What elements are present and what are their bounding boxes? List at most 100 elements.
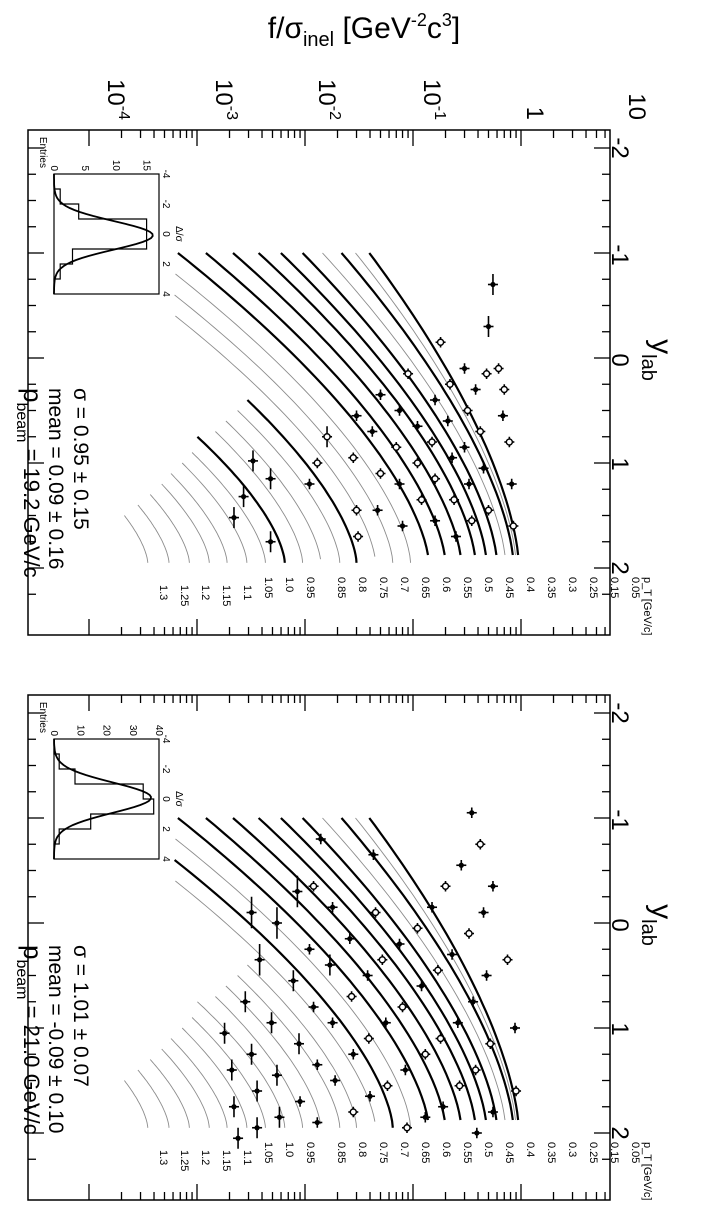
panel-bottom: p_T [GeV/c]0.05 0.15 0.25 0.3 0.35 0.4 0.45 0.5…	[13, 694, 678, 1201]
data-point-open	[428, 438, 436, 446]
data-point-filled	[455, 1020, 461, 1026]
data-point-filled	[347, 936, 353, 942]
inset-histogram	[53, 174, 148, 294]
ytick-label: 10-1	[418, 79, 448, 120]
model-curve	[149, 1059, 190, 1128]
data-point-filled	[440, 1104, 446, 1110]
pt-label: 0.3	[566, 1142, 578, 1157]
inset-xtick-label: 2	[160, 826, 171, 832]
data-point-filled	[353, 413, 360, 419]
pt-header: p_T [GeV/c]	[641, 1142, 653, 1201]
data-point-filled	[383, 1020, 389, 1026]
model-curves	[124, 252, 520, 563]
inset-ytick-label: 10	[110, 160, 121, 172]
beam-label: pbeam = 19.2 GeV/c	[13, 388, 48, 578]
data-point-open	[352, 506, 361, 514]
data-point-open	[436, 1034, 445, 1043]
data-point-filled	[474, 1130, 480, 1136]
data-point-filled	[221, 1030, 228, 1036]
data-point-filled	[402, 1067, 408, 1073]
inset-xlabel: Δ/σ	[173, 791, 184, 807]
data-point-filled	[396, 481, 403, 487]
data-point-open	[378, 956, 387, 964]
pt-label: 1.05	[262, 577, 274, 598]
panel-frame	[27, 694, 611, 1201]
pt-labels: p_T [GeV/c]0.05 0.15 0.25 0.3 0.35 0.4 0.45 0.5…	[157, 577, 653, 636]
model-curve	[280, 817, 487, 1121]
panel-frame	[27, 129, 611, 636]
data-point-open	[313, 459, 322, 467]
data-point-open	[486, 1040, 495, 1048]
data-point-filled	[473, 386, 479, 393]
pt-labels: p_T [GeV/c]0.05 0.15 0.25 0.3 0.35 0.4 0.45 0.5…	[157, 1142, 653, 1201]
data-points	[219, 807, 522, 1149]
data-point-open	[476, 427, 485, 436]
data-point-open	[323, 433, 331, 441]
data-point-filled	[248, 909, 255, 916]
data-point-filled	[469, 810, 475, 816]
data-point-open	[476, 840, 485, 848]
model-curve	[124, 515, 149, 563]
data-point-filled	[429, 904, 435, 910]
data-point-filled	[318, 836, 324, 842]
pt-label: 1.3	[157, 1150, 169, 1165]
data-point-filled	[374, 507, 381, 513]
xtick-label: -2	[606, 137, 633, 158]
data-point-filled	[449, 455, 455, 461]
fit-sigma: σ = 0.95 ± 0.15	[69, 388, 92, 530]
model-curve	[137, 504, 170, 563]
data-point-open	[309, 882, 318, 890]
model-curve	[301, 817, 498, 1121]
data-point-filled	[414, 423, 421, 429]
data-point-open	[398, 1003, 407, 1011]
pt-label: 0.7	[398, 577, 410, 592]
model-curve	[355, 817, 516, 1121]
inset-ytick-label: 10	[74, 725, 85, 737]
data-point-filled	[248, 1051, 255, 1057]
inset-ytick-label: 40	[153, 725, 164, 737]
data-point-filled	[432, 397, 438, 403]
axis-ticks	[28, 695, 610, 1200]
fit-mean: mean = -0.09 ± 0.10	[44, 945, 67, 1133]
data-point-filled	[231, 1104, 237, 1110]
data-point-filled	[485, 323, 492, 330]
axis-ticks	[28, 130, 610, 635]
data-point-open	[392, 443, 400, 451]
model-curve	[322, 252, 506, 556]
pt-label: 1.0	[283, 577, 295, 592]
model-curve	[175, 838, 412, 1128]
data-point-filled	[453, 533, 459, 540]
data-point-open	[446, 380, 454, 388]
pt-label: 0.05	[629, 577, 641, 598]
data-point-filled	[461, 444, 468, 450]
model-curve	[197, 1001, 286, 1128]
model-curve	[124, 1080, 149, 1128]
model-curve	[225, 420, 321, 560]
data-point-filled	[480, 465, 487, 471]
data-point-filled	[396, 407, 403, 414]
data-point-filled	[332, 1077, 338, 1084]
data-point-filled	[490, 883, 496, 889]
data-point-filled	[296, 1041, 302, 1047]
inset-xtick-label: 4	[160, 856, 171, 862]
data-point-filled	[490, 1109, 496, 1115]
xtick-label: 2	[606, 1126, 633, 1139]
data-point-open	[413, 924, 422, 932]
data-point-filled	[377, 392, 384, 398]
model-curve	[237, 975, 341, 1128]
data-point-filled	[396, 941, 403, 947]
pt-label: 0.95	[304, 1142, 316, 1163]
data-point-filled	[310, 1004, 317, 1010]
data-point-filled	[466, 481, 472, 487]
data-point-filled	[327, 962, 333, 968]
model-curve	[137, 1069, 170, 1128]
pt-label: 0.15	[608, 577, 620, 598]
pt-label: 0.5	[482, 1142, 494, 1157]
data-point-open	[484, 506, 493, 514]
data-point-filled	[483, 972, 490, 979]
inset-xtick-label: -4	[160, 170, 171, 179]
data-point-open	[500, 385, 508, 394]
data-point-open	[365, 1034, 373, 1043]
